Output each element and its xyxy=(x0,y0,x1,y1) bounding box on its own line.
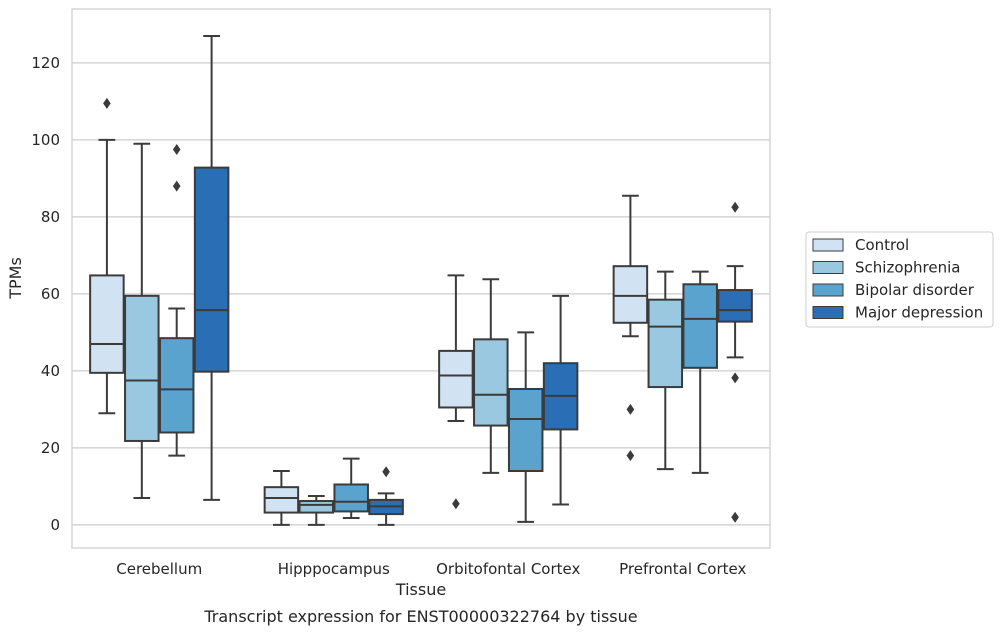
y-tick-label: 20 xyxy=(41,439,60,457)
series-major-depression xyxy=(193,34,753,526)
box xyxy=(438,274,474,510)
legend-label: Control xyxy=(855,236,909,254)
x-tick-label: Prefrontal Cortex xyxy=(619,560,746,578)
legend-label: Schizophrenia xyxy=(855,259,960,277)
y-tick-label: 0 xyxy=(50,516,60,534)
x-tick-labels: Cerebellum Hipppocampus Orbitofontal Corte… xyxy=(116,560,746,578)
box xyxy=(263,470,300,526)
box xyxy=(507,331,544,523)
legend-label: Bipolar disorder xyxy=(855,281,975,299)
y-axis-label: TPMs xyxy=(6,257,25,300)
legend-item: Bipolar disorder xyxy=(812,281,975,299)
legend-label: Major depression xyxy=(855,304,983,322)
box-iqr xyxy=(333,483,369,513)
box-iqr xyxy=(89,274,125,374)
box xyxy=(473,278,509,474)
y-tick-label: 60 xyxy=(41,285,60,303)
series-control xyxy=(89,97,649,526)
legend-item: Schizophrenia xyxy=(812,259,960,277)
legend-swatch xyxy=(812,238,844,252)
box-iqr xyxy=(507,387,544,472)
box-iqr xyxy=(193,166,230,373)
box xyxy=(298,495,335,526)
box xyxy=(542,294,579,506)
box xyxy=(333,457,369,519)
box xyxy=(158,144,195,457)
legend-swatch xyxy=(812,261,844,274)
series-bipolar-disorder xyxy=(158,144,718,523)
box xyxy=(89,97,125,415)
x-axis-label: Tissue xyxy=(395,580,446,599)
box-iqr xyxy=(263,486,300,514)
outlier-point xyxy=(172,180,181,192)
box xyxy=(193,34,230,501)
outlier-point xyxy=(626,403,635,415)
box-iqr xyxy=(717,289,753,323)
legend-swatch xyxy=(812,283,844,297)
box-iqr xyxy=(682,283,718,369)
y-tick-labels: 0 20 40 60 80 100 120 xyxy=(31,54,60,534)
legend-item: Control xyxy=(812,236,909,254)
box-iqr xyxy=(612,265,649,324)
legend-frame xyxy=(805,231,994,328)
plot-frame xyxy=(71,8,771,549)
series-schizophrenia xyxy=(124,142,684,526)
box xyxy=(682,270,718,474)
box xyxy=(717,201,753,523)
outlier-point xyxy=(103,97,111,109)
outlier-point xyxy=(626,450,635,462)
x-tick-label: Orbitofontal Cortex xyxy=(436,560,580,578)
outlier-point xyxy=(731,511,739,523)
y-tick-label: 100 xyxy=(31,131,60,149)
figure-caption: Transcript expression for ENST0000032276… xyxy=(203,607,637,626)
box-iqr xyxy=(473,338,509,427)
box xyxy=(647,270,684,471)
y-tick-label: 80 xyxy=(41,208,60,226)
y-tick-label: 40 xyxy=(41,362,60,380)
outlier-point xyxy=(452,498,460,510)
box xyxy=(612,194,649,462)
y-tick-label: 120 xyxy=(31,54,60,72)
x-tick-label: Cerebellum xyxy=(116,560,202,578)
outlier-point xyxy=(382,466,390,478)
box-iqr xyxy=(298,500,335,514)
box-iqr xyxy=(158,337,195,434)
box-iqr xyxy=(438,349,474,409)
outlier-point xyxy=(731,201,739,213)
box xyxy=(124,142,160,499)
x-tick-label: Hipppocampus xyxy=(278,560,390,578)
legend-item: Major depression xyxy=(812,304,983,322)
box-iqr xyxy=(124,294,160,442)
legend-swatch xyxy=(812,306,844,319)
box-series xyxy=(89,34,753,526)
outlier-point xyxy=(731,372,739,384)
box-iqr xyxy=(647,298,684,389)
legend: Control Schizophrenia Bipolar disorder Majo… xyxy=(805,231,994,328)
outlier-point xyxy=(172,144,181,156)
box xyxy=(368,466,404,526)
